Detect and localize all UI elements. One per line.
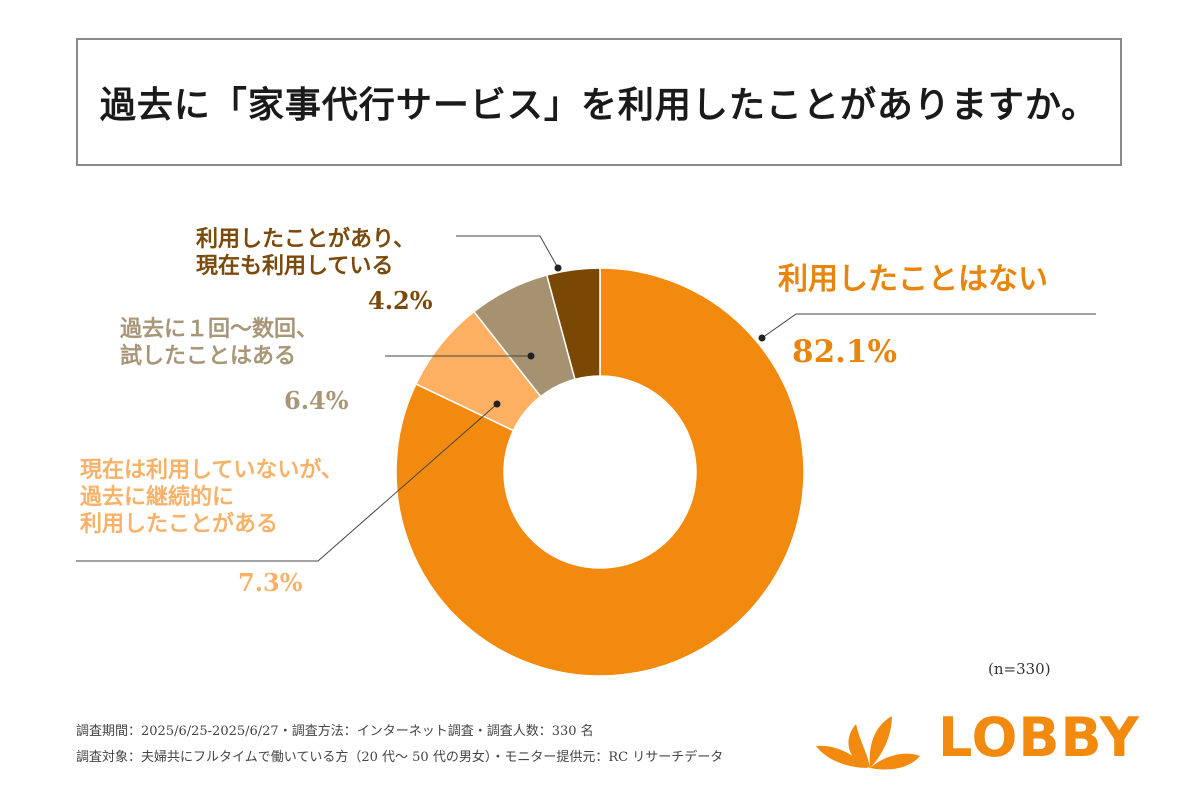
title-box: 過去に「家事代行サービス」を利用したことがありますか。 [76,38,1122,166]
value-past-continuous: 7.3% [238,568,303,597]
label-currently-using: 利用したことがあり、 現在も利用している [196,226,415,280]
lobby-logo: LOBBY [808,702,1139,774]
leader-line-3 [456,235,559,269]
logo-petal-2 [870,753,920,770]
label-past-continuous-line2: 過去に継続的に [80,483,235,510]
donut-slice-3 [545,267,601,381]
label-past-continuous-line1: 現在は利用していないが、 [80,457,343,483]
label-past-continuous-line3: 利用したことがある [80,510,279,537]
logo-petal-1 [869,716,892,768]
value-tried-few-times-text: 6.4% [284,386,349,415]
value-currently-using: 4.2% [368,286,433,315]
label-tried-few-times: 過去に１回〜数回、 試したことはある [120,316,318,370]
leader-dot-0 [758,334,766,342]
survey-note-period: 調査期間：2025/6/25-2025/6/27・調査方法：インターネット調査・… [76,724,594,739]
donut-slice-0 [395,267,805,677]
value-past-continuous-text: 7.3% [238,568,303,597]
leader-line-1 [76,403,498,562]
logo-wordmark: LOBBY [938,706,1140,769]
leader-line-0 [761,313,1096,339]
leader-dot-3 [554,264,562,272]
logo-flame-icon [816,716,920,770]
label-currently-using-line2: 現在も利用している [196,252,394,279]
label-past-continuous: 現在は利用していないが、 過去に継続的に 利用したことがある [80,457,343,537]
value-currently-using-text: 4.2% [368,286,433,315]
label-never-used: 利用したことはない [778,262,1048,299]
value-never-used: 82.1% [792,334,897,372]
leader-dot-2 [527,352,535,360]
survey-note-target: 調査対象：夫婦共にフルタイムで働いている方（20 代〜 50 代の男女）・モニタ… [76,750,724,765]
leader-dot-1 [493,400,501,408]
sample-size: (n=330) [988,660,1051,678]
value-tried-few-times: 6.4% [284,386,349,415]
logo-petal-3 [816,745,868,768]
value-never-used-text: 82.1% [792,334,897,370]
label-never-used-text: 利用したことはない [778,262,1048,297]
label-currently-using-line1: 利用したことがあり、 [196,226,416,252]
chart-title: 過去に「家事代行サービス」を利用したことがありますか。 [99,84,1099,126]
label-tried-few-times-line2: 試したことはある [120,342,297,369]
label-tried-few-times-line1: 過去に１回〜数回、 [120,316,319,342]
